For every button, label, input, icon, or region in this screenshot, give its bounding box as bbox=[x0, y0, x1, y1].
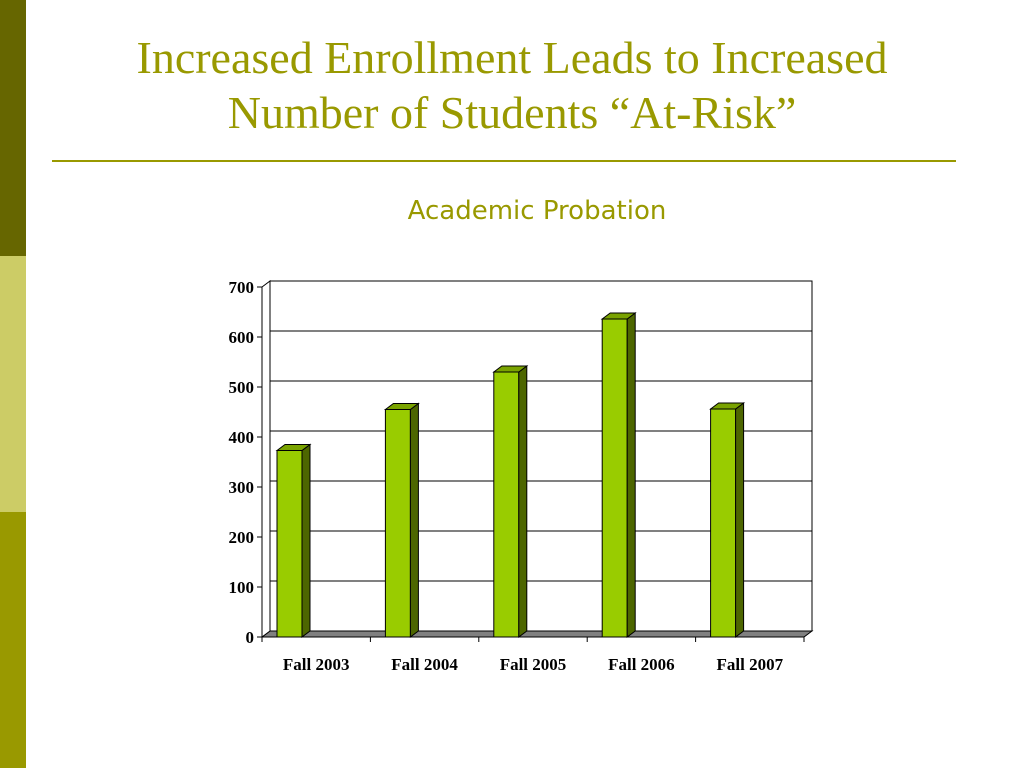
bar bbox=[601, 318, 628, 638]
y-tick-label: 600 bbox=[229, 328, 255, 347]
bar-top bbox=[709, 402, 746, 410]
bar bbox=[276, 450, 303, 638]
bar-side bbox=[626, 312, 636, 638]
title-divider bbox=[52, 160, 956, 162]
bar-side bbox=[735, 402, 745, 638]
y-tick-label: 200 bbox=[229, 528, 255, 547]
bar-side bbox=[409, 402, 419, 638]
y-tick-label: 0 bbox=[246, 628, 255, 647]
x-category-label: Fall 2005 bbox=[500, 655, 567, 674]
y-tick-label: 100 bbox=[229, 578, 255, 597]
y-tick-label: 300 bbox=[229, 478, 255, 497]
bar-side bbox=[518, 365, 528, 638]
y-tick-label: 500 bbox=[229, 378, 255, 397]
x-category-label: Fall 2006 bbox=[608, 655, 675, 674]
bar bbox=[493, 371, 520, 638]
bar-top bbox=[275, 444, 312, 451]
x-category-label: Fall 2007 bbox=[717, 655, 784, 674]
side-bar-bottom bbox=[0, 512, 26, 768]
bar-top bbox=[383, 403, 420, 410]
bar-top bbox=[600, 312, 637, 320]
slide-title-line-1: Increased Enrollment Leads to Increased bbox=[136, 32, 888, 83]
bar-side bbox=[301, 443, 311, 638]
side-bar-middle bbox=[0, 256, 26, 512]
chart-side-wall bbox=[261, 280, 271, 638]
bar-top bbox=[492, 365, 529, 373]
y-tick-label: 700 bbox=[229, 278, 255, 297]
slide-title-line-2: Number of Students “At-Risk” bbox=[227, 87, 797, 138]
x-category-label: Fall 2004 bbox=[391, 655, 458, 674]
bar bbox=[710, 408, 737, 638]
side-bar-top bbox=[0, 0, 26, 256]
slide-title: Increased Enrollment Leads to Increased … bbox=[40, 30, 984, 140]
chart-title: Academic Probation bbox=[407, 196, 667, 226]
bar bbox=[384, 409, 411, 638]
x-category-label: Fall 2003 bbox=[283, 655, 350, 674]
y-tick-label: 400 bbox=[229, 428, 255, 447]
